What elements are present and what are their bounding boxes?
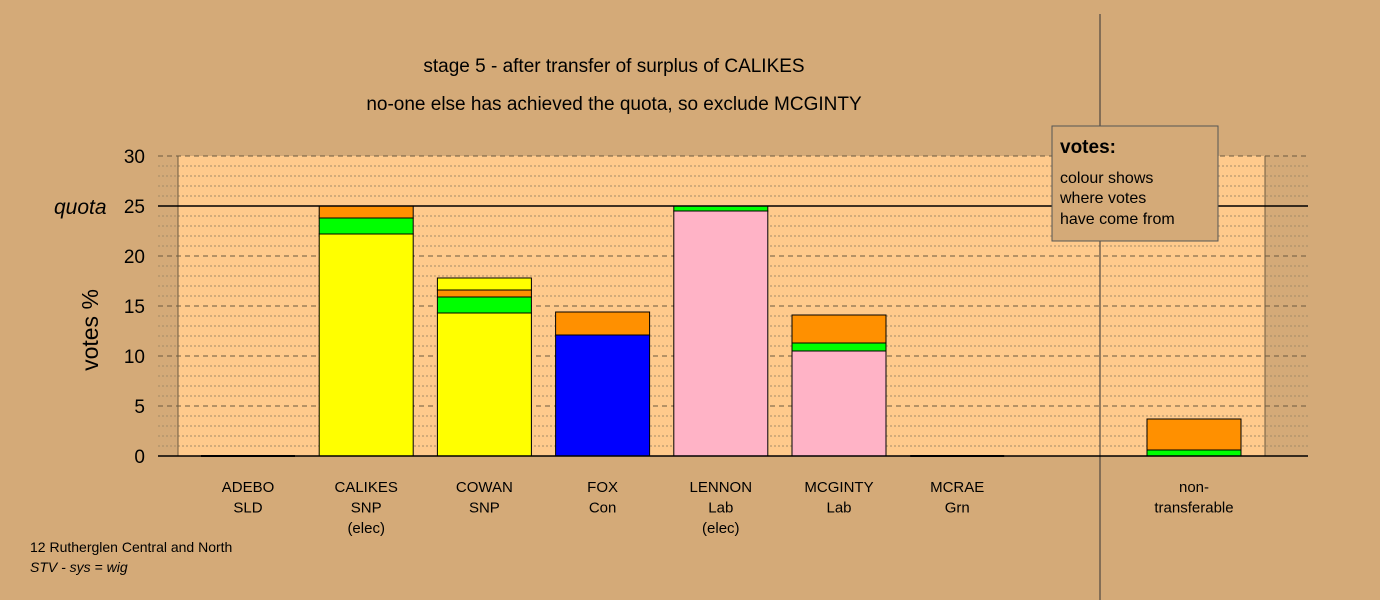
legend-line-2: where votes <box>1059 190 1146 207</box>
legend-line-1: colour shows <box>1060 170 1153 187</box>
chart-title: stage 5 - after transfer of surplus of C… <box>423 56 804 77</box>
bar-mcginty-segment <box>791 314 887 344</box>
bar-mcginty-segment <box>791 342 887 352</box>
bar-cowan-segment <box>436 277 532 291</box>
footer-ward: 12 Rutherglen Central and North <box>30 539 232 555</box>
y-axis-label: votes % <box>77 289 103 371</box>
bar-lennon-segment <box>673 210 769 457</box>
candidate-label: MCRAE <box>930 479 984 496</box>
non-transferable-label: non- <box>1179 479 1209 496</box>
legend-line-3: have come from <box>1060 211 1175 228</box>
bar-fox-segment <box>555 334 651 457</box>
bar-non-transferable-segment <box>1146 418 1242 451</box>
bar-fox-segment <box>555 311 651 336</box>
candidate-label: ADEBO <box>222 479 275 496</box>
candidate-labels: ADEBO SLD CALIKES SNP (elec) COWAN SNP FOX Con LE… <box>222 479 1234 537</box>
chart-subtitle: no-one else has achieved the quota, so e… <box>366 94 862 115</box>
candidate-label: COWAN <box>456 479 513 496</box>
bars-group <box>201 205 1242 457</box>
candidate-label: FOX <box>587 479 618 496</box>
candidate-label: CALIKES <box>335 479 398 496</box>
legend: votes: colour shows where votes have com… <box>1051 125 1219 242</box>
legend-box <box>1051 125 1219 242</box>
candidate-label: (elec) <box>347 520 385 537</box>
candidate-label: LENNON <box>690 479 753 496</box>
candidate-label: Grn <box>945 500 970 517</box>
bar-calikes-segment <box>318 217 414 235</box>
y-tick-label: 25 <box>124 197 145 218</box>
bar-cowan-segment <box>436 296 532 314</box>
candidate-label: Con <box>589 500 617 517</box>
y-tick-label: 10 <box>124 347 145 368</box>
y-tick-labels: 0 5 10 15 20 25 30 <box>124 147 145 468</box>
candidate-label: Lab <box>826 500 851 517</box>
y-tick-label: 5 <box>134 397 145 418</box>
candidate-label: SNP <box>351 500 382 517</box>
quota-label: quota <box>54 196 107 219</box>
candidate-label: SLD <box>233 500 262 517</box>
y-tick-label: 20 <box>124 247 145 268</box>
bar-cowan-segment <box>436 289 532 298</box>
candidate-label: MCGINTY <box>804 479 873 496</box>
bar-non-transferable-segment <box>1146 449 1242 457</box>
y-tick-label: 30 <box>124 147 145 168</box>
non-transferable-label: transferable <box>1154 500 1233 517</box>
candidate-label: (elec) <box>702 520 740 537</box>
bar-calikes-segment <box>318 205 414 219</box>
bar-calikes-segment <box>318 233 414 457</box>
bar-cowan-segment <box>436 312 532 457</box>
legend-heading: votes: <box>1060 137 1116 158</box>
candidate-label: SNP <box>469 500 500 517</box>
y-tick-label: 0 <box>134 447 145 468</box>
candidate-label: Lab <box>708 500 733 517</box>
bar-mcginty-segment <box>791 350 887 457</box>
footer-system: STV - sys = wig <box>30 559 128 575</box>
y-tick-label: 15 <box>124 297 145 318</box>
